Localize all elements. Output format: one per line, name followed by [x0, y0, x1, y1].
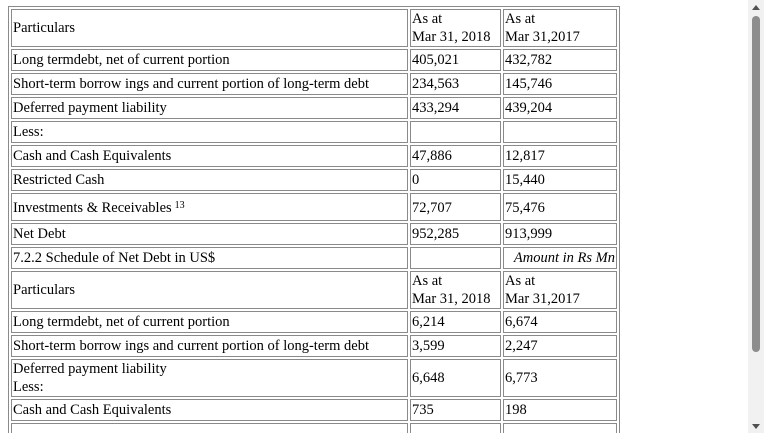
row-label: Less:	[11, 121, 408, 143]
value-2018: 0	[410, 169, 501, 191]
table-row: Long termdebt, net of current portion 6,…	[11, 311, 617, 333]
value-2018: 3,599	[410, 335, 501, 357]
table-row: Less:	[11, 121, 617, 143]
value-2017: 145,746	[503, 73, 617, 95]
col-2017-header: As at Mar 31,2017	[503, 271, 617, 309]
particulars-header: Particulars	[11, 271, 408, 309]
document-viewport: Particulars As at Mar 31, 2018 As at Mar 3…	[8, 6, 620, 433]
value-2017: 6,674	[503, 311, 617, 333]
value-2018: 234,563	[410, 73, 501, 95]
col-2018-header: As at Mar 31, 2018	[410, 271, 501, 309]
row-label: Investments & Receivables 13	[11, 193, 408, 221]
unit-label: Amount in Rs Mn	[503, 247, 617, 269]
value-2017: 12,817	[503, 145, 617, 167]
table-row: Investments & Receivables 13 72,707 75,47…	[11, 193, 617, 221]
row-label: Short-term borrow ings and current porti…	[11, 335, 408, 357]
row-label: Cash and Cash Equivalents	[11, 145, 408, 167]
scroll-down-button[interactable]	[748, 419, 764, 433]
row-label: Net Debt	[11, 223, 408, 245]
table-row: Net Debt 952,285 913,999	[11, 223, 617, 245]
value-2017: 913,999	[503, 223, 617, 245]
value-2017	[503, 121, 617, 143]
row-label: Long termdebt, net of current portion	[11, 311, 408, 333]
chevron-up-icon	[752, 4, 760, 10]
table-row: Restricted Cash 0 15,440	[11, 169, 617, 191]
value-2018: 6,214	[410, 311, 501, 333]
value-2018: 405,021	[410, 49, 501, 71]
table-header-row: Particulars As at Mar 31, 2018 As at Mar 3…	[11, 9, 617, 47]
table-row: Short-term borrow ings and current porti…	[11, 335, 617, 357]
section-title: 7.2.2 Schedule of Net Debt in US$	[11, 247, 408, 269]
table-row: Cash and Cash Equivalents 735 198	[11, 399, 617, 421]
empty-cell	[503, 423, 617, 433]
value-2017: 439,204	[503, 97, 617, 119]
row-label: Short-term borrow ings and current porti…	[11, 73, 408, 95]
empty-cell	[11, 423, 408, 433]
value-2018	[410, 121, 501, 143]
table-row: Deferred payment liability Less: 6,648 6,…	[11, 359, 617, 397]
value-2018: 6,648	[410, 359, 501, 397]
value-2017: 432,782	[503, 49, 617, 71]
section-title-row: 7.2.2 Schedule of Net Debt in US$ Amount…	[11, 247, 617, 269]
vertical-scrollbar[interactable]	[748, 0, 764, 433]
value-2018: 952,285	[410, 223, 501, 245]
scrollbar-thumb[interactable]	[752, 16, 760, 352]
row-label: Long termdebt, net of current portion	[11, 49, 408, 71]
value-2018: 735	[410, 399, 501, 421]
table-row: Deferred payment liability 433,294 439,2…	[11, 97, 617, 119]
value-2017: 6,773	[503, 359, 617, 397]
value-2017: 2,247	[503, 335, 617, 357]
row-label: Deferred payment liability	[11, 97, 408, 119]
col-2018-header: As at Mar 31, 2018	[410, 9, 501, 47]
empty-cell	[410, 423, 501, 433]
empty-cell	[410, 247, 501, 269]
value-2017: 198	[503, 399, 617, 421]
value-2018: 47,886	[410, 145, 501, 167]
table-header-row: Particulars As at Mar 31, 2018 As at Mar 3…	[11, 271, 617, 309]
net-debt-table: Particulars As at Mar 31, 2018 As at Mar 3…	[8, 6, 620, 433]
value-2017: 75,476	[503, 193, 617, 221]
particulars-header: Particulars	[11, 9, 408, 47]
value-2017: 15,440	[503, 169, 617, 191]
table-row: Cash and Cash Equivalents 47,886 12,817	[11, 145, 617, 167]
row-label: Cash and Cash Equivalents	[11, 399, 408, 421]
table-row	[11, 423, 617, 433]
value-2018: 72,707	[410, 193, 501, 221]
table-row: Short-term borrow ings and current porti…	[11, 73, 617, 95]
footnote-ref: 13	[174, 200, 185, 211]
row-label: Deferred payment liability Less:	[11, 359, 408, 397]
scroll-up-button[interactable]	[748, 0, 764, 14]
table-row: Long termdebt, net of current portion 40…	[11, 49, 617, 71]
value-2018: 433,294	[410, 97, 501, 119]
row-label: Restricted Cash	[11, 169, 408, 191]
col-2017-header: As at Mar 31,2017	[503, 9, 617, 47]
chevron-down-icon	[752, 423, 760, 429]
